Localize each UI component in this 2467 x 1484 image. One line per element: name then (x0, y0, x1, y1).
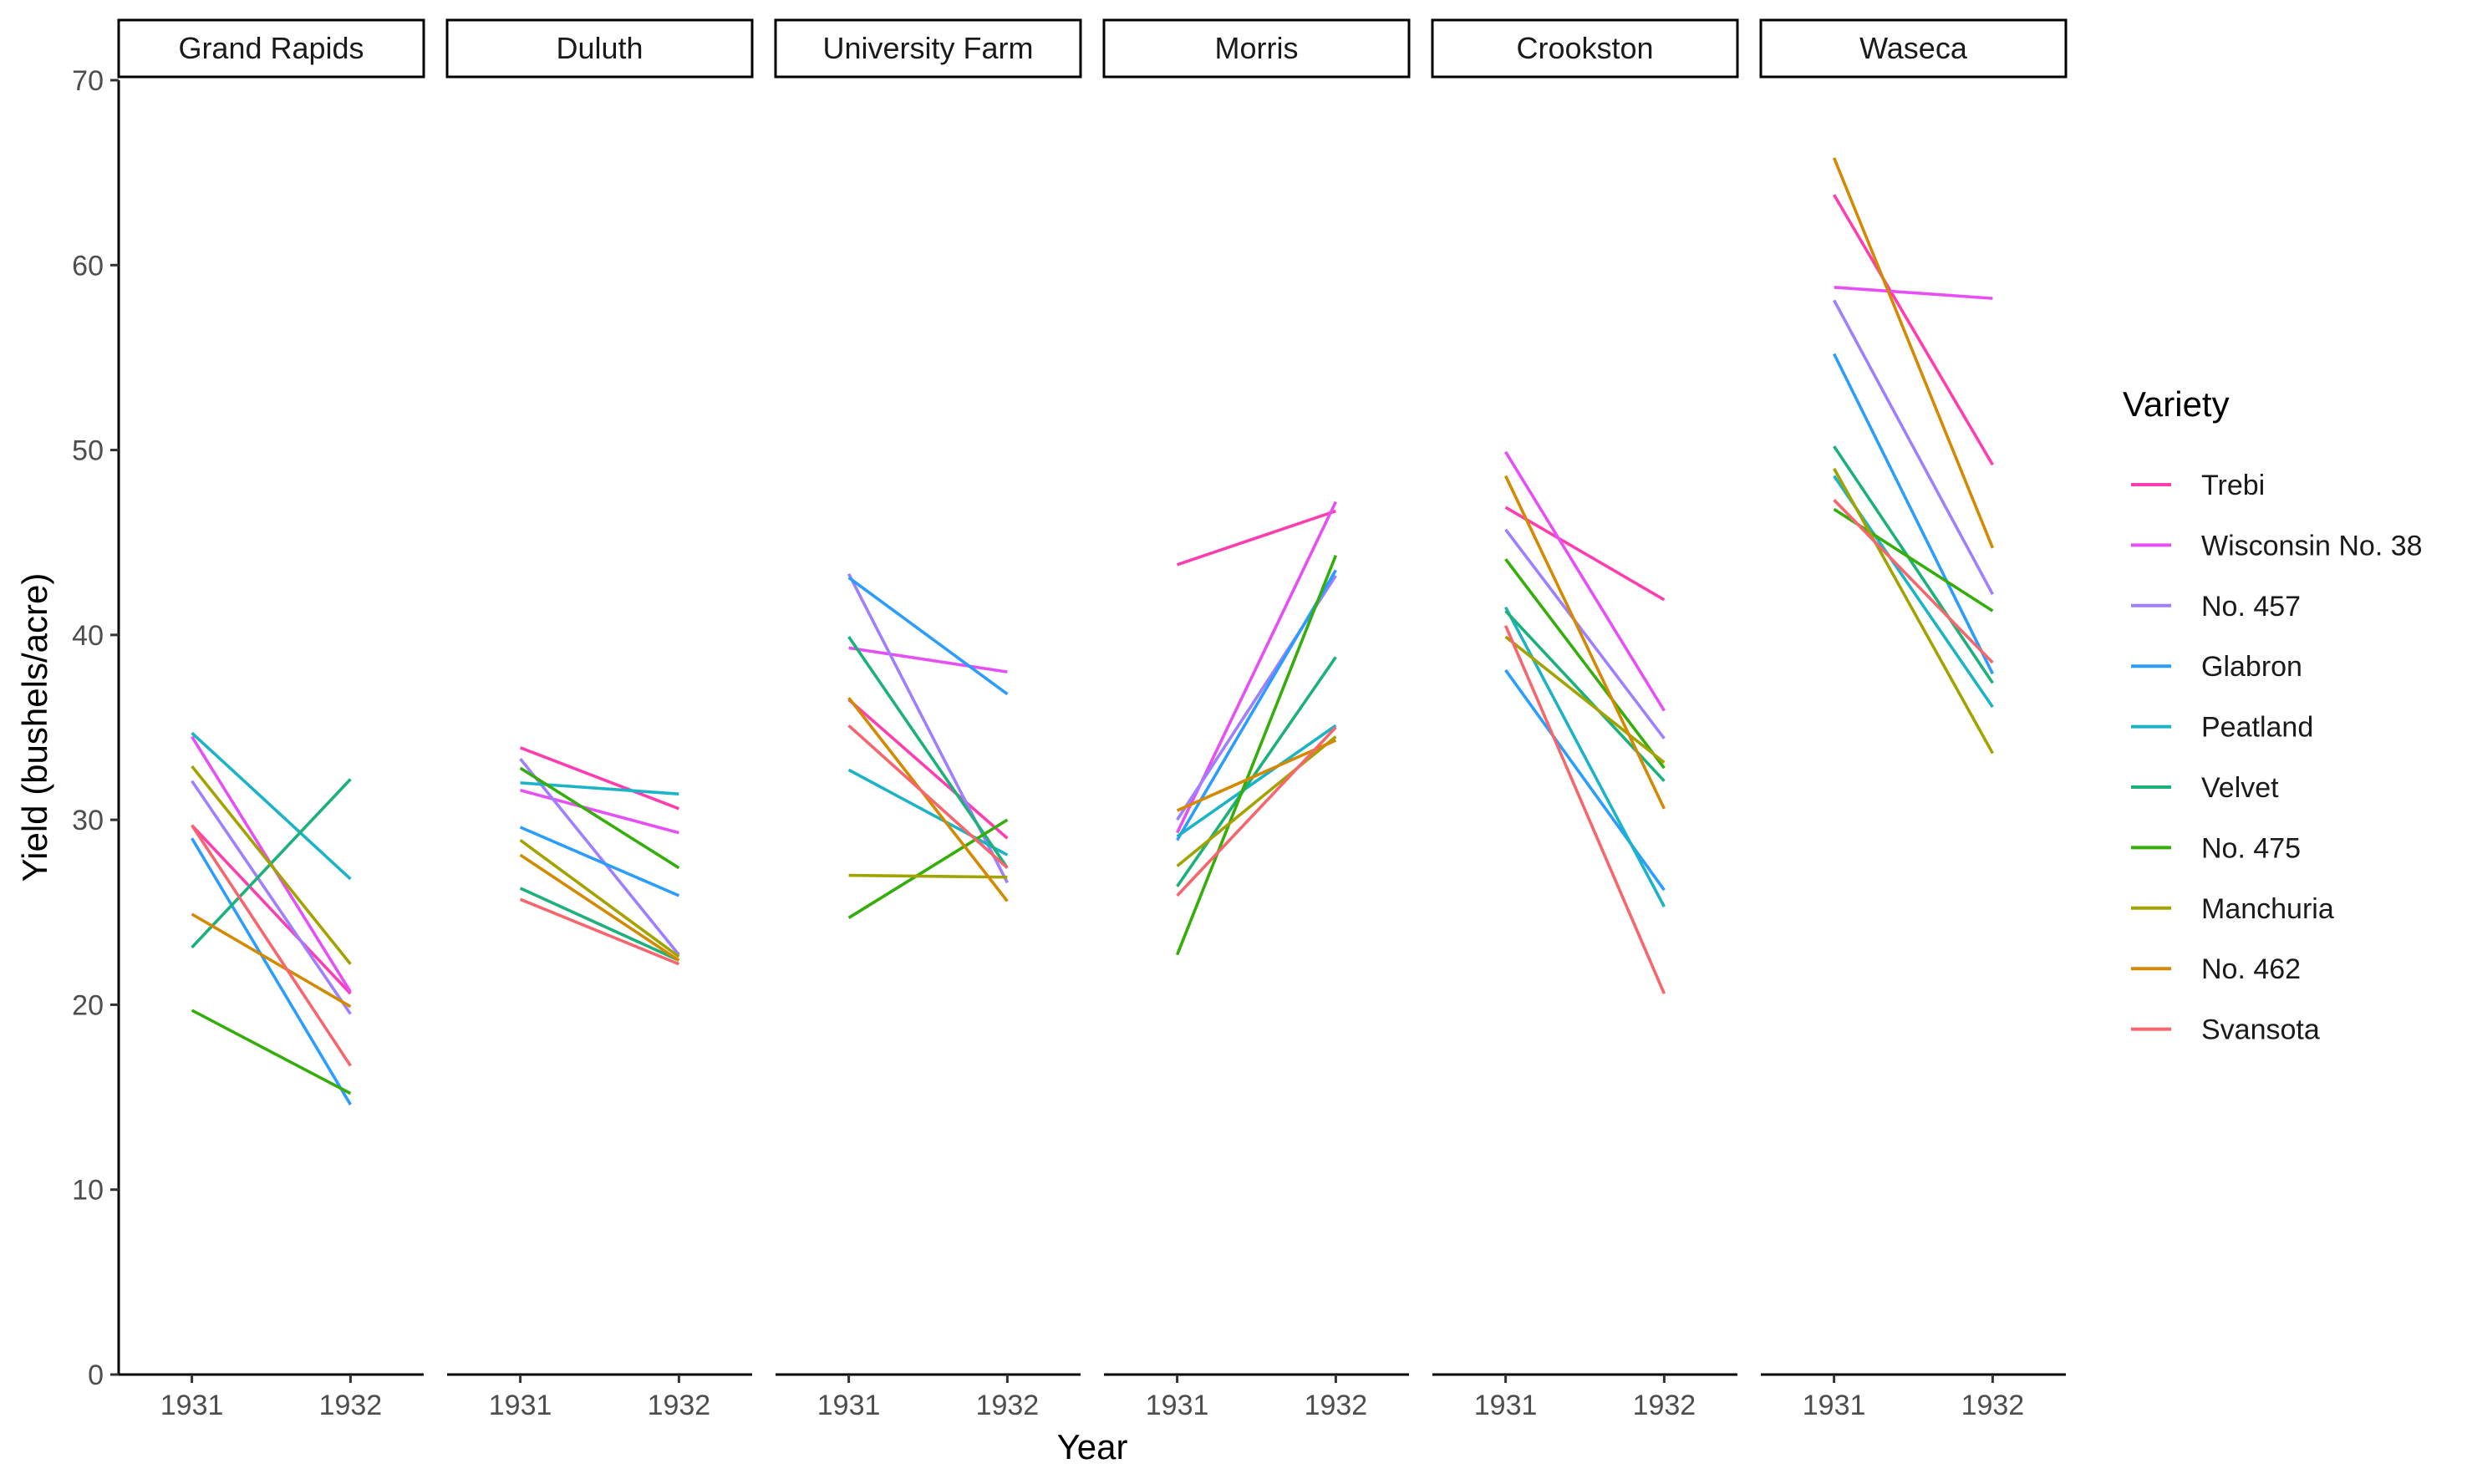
series-line-morris-manchuria (1176, 735, 1337, 867)
legend-label-no-475: No. 475 (2201, 832, 2301, 864)
series-line-duluth-no-462 (519, 853, 680, 962)
series-line-duluth-wisconsin-no-38 (520, 788, 679, 835)
series-line-morris-svansota (1176, 726, 1337, 897)
facet-label-duluth: Duluth (556, 31, 643, 65)
series-line-duluth-trebi (519, 746, 680, 811)
series-line-crookston-glabron (1504, 668, 1666, 892)
facet-label-crookston: Crookston (1516, 31, 1653, 65)
y-axis-title: Yield (bushels/acre) (15, 573, 54, 882)
series-line-duluth-velvet (519, 887, 680, 962)
series-line-duluth-manchuria (519, 839, 680, 958)
series-line-waseca-manchuria (1833, 467, 1994, 755)
legend-label-manchuria: Manchuria (2201, 893, 2334, 925)
series-line-crookston-svansota (1503, 625, 1666, 994)
legend-label-velvet: Velvet (2201, 772, 2279, 804)
legend-label-trebi: Trebi (2201, 470, 2265, 501)
series-line-waseca-glabron (1832, 353, 1995, 675)
y-tick-label: 10 (72, 1175, 104, 1207)
legend-label-no-462: No. 462 (2201, 953, 2301, 985)
legend-label-svansota: Svansota (2201, 1014, 2320, 1046)
y-tick-label: 50 (72, 435, 104, 467)
x-tick-label: 1932 (1961, 1390, 2025, 1421)
y-tick-label: 60 (72, 250, 104, 282)
x-tick-label: 1931 (1803, 1390, 1866, 1421)
series-line-duluth-no-475 (519, 766, 680, 870)
series-line-morris-peatland (1176, 724, 1337, 838)
series-line-waseca-trebi (1833, 194, 1994, 466)
legend-label-peatland: Peatland (2201, 712, 2313, 744)
series-line-university-farm-manchuria (848, 873, 1008, 879)
x-tick-label: 1931 (160, 1390, 224, 1421)
series-line-grand-rapids-peatland (191, 731, 352, 881)
legend-label-glabron: Glabron (2201, 651, 2302, 683)
series-line-grand-rapids-no-475 (191, 1009, 352, 1095)
series-line-grand-rapids-glabron (191, 837, 352, 1105)
x-tick-label: 1932 (1633, 1390, 1696, 1421)
series-line-grand-rapids-manchuria (191, 765, 352, 965)
x-tick-label: 1931 (1474, 1390, 1538, 1421)
series-line-crookston-no-475 (1504, 558, 1666, 770)
facet-label-grand-rapids: Grand Rapids (178, 31, 364, 65)
series-line-waseca-wisconsin-no-38 (1834, 286, 1993, 300)
facet-strip-university-farm (774, 18, 1082, 79)
series-line-morris-velvet (1176, 656, 1337, 887)
series-line-waseca-no-462 (1832, 157, 1995, 549)
series-line-university-farm-peatland (847, 768, 1009, 856)
facet-strip-crookston (1431, 18, 1739, 79)
series-line-university-farm-velvet (847, 636, 1009, 869)
legend-title: Variety (2123, 384, 2230, 424)
x-tick-label: 1932 (319, 1390, 383, 1421)
series-line-university-farm-wisconsin-no-38 (848, 646, 1008, 673)
series-line-morris-trebi (1177, 509, 1336, 567)
series-line-morris-no-475 (1175, 555, 1338, 956)
x-axis-title: Year (1057, 1427, 1128, 1466)
series-line-university-farm-no-462 (847, 696, 1009, 902)
series-line-crookston-wisconsin-no-38 (1504, 450, 1666, 712)
series-line-university-farm-glabron (847, 576, 1009, 696)
facet-strip-grand-rapids (117, 18, 425, 79)
x-tick-label: 1931 (1146, 1390, 1209, 1421)
facet-label-morris: Morris (1215, 31, 1299, 65)
series-line-morris-no-462 (1176, 739, 1337, 812)
series-line-crookston-trebi (1504, 506, 1666, 602)
legend-label-no-457: No. 457 (2201, 591, 2301, 623)
series-line-grand-rapids-no-457 (191, 780, 352, 1015)
facet-strip-morris (1102, 18, 1411, 79)
series-line-grand-rapids-svansota (191, 824, 352, 1067)
series-line-grand-rapids-trebi (191, 824, 352, 995)
series-line-morris-glabron (1176, 569, 1337, 841)
y-tick-label: 30 (72, 805, 104, 836)
series-line-crookston-manchuria (1504, 635, 1666, 764)
x-tick-label: 1931 (489, 1390, 552, 1421)
series-line-grand-rapids-no-462 (191, 912, 352, 1009)
facet-label-waseca: Waseca (1859, 31, 1968, 65)
facet-label-university-farm: University Farm (822, 31, 1033, 65)
x-tick-label: 1932 (976, 1390, 1040, 1421)
series-line-duluth-svansota (519, 897, 680, 966)
series-line-waseca-no-457 (1833, 299, 1994, 596)
series-line-waseca-velvet (1833, 445, 1994, 684)
y-tick-label: 0 (88, 1359, 104, 1391)
series-line-duluth-glabron (519, 826, 680, 897)
series-line-crookston-no-457 (1504, 528, 1666, 739)
series-line-university-farm-trebi (847, 698, 1009, 840)
series-line-waseca-svansota (1833, 499, 1994, 664)
x-tick-label: 1931 (817, 1390, 881, 1421)
facet-strip-waseca (1759, 18, 2068, 79)
y-tick-label: 70 (72, 65, 104, 97)
facet-strip-duluth (445, 18, 754, 79)
y-tick-label: 20 (72, 989, 104, 1021)
x-tick-label: 1932 (1305, 1390, 1368, 1421)
x-tick-label: 1932 (648, 1390, 711, 1421)
series-line-university-farm-svansota (847, 724, 1009, 870)
series-line-university-farm-no-475 (847, 818, 1009, 919)
series-line-duluth-no-457 (519, 757, 680, 956)
legend-label-wisconsin-no-38: Wisconsin No. 38 (2201, 530, 2423, 562)
series-line-crookston-no-462 (1503, 475, 1666, 810)
y-tick-label: 40 (72, 620, 104, 652)
